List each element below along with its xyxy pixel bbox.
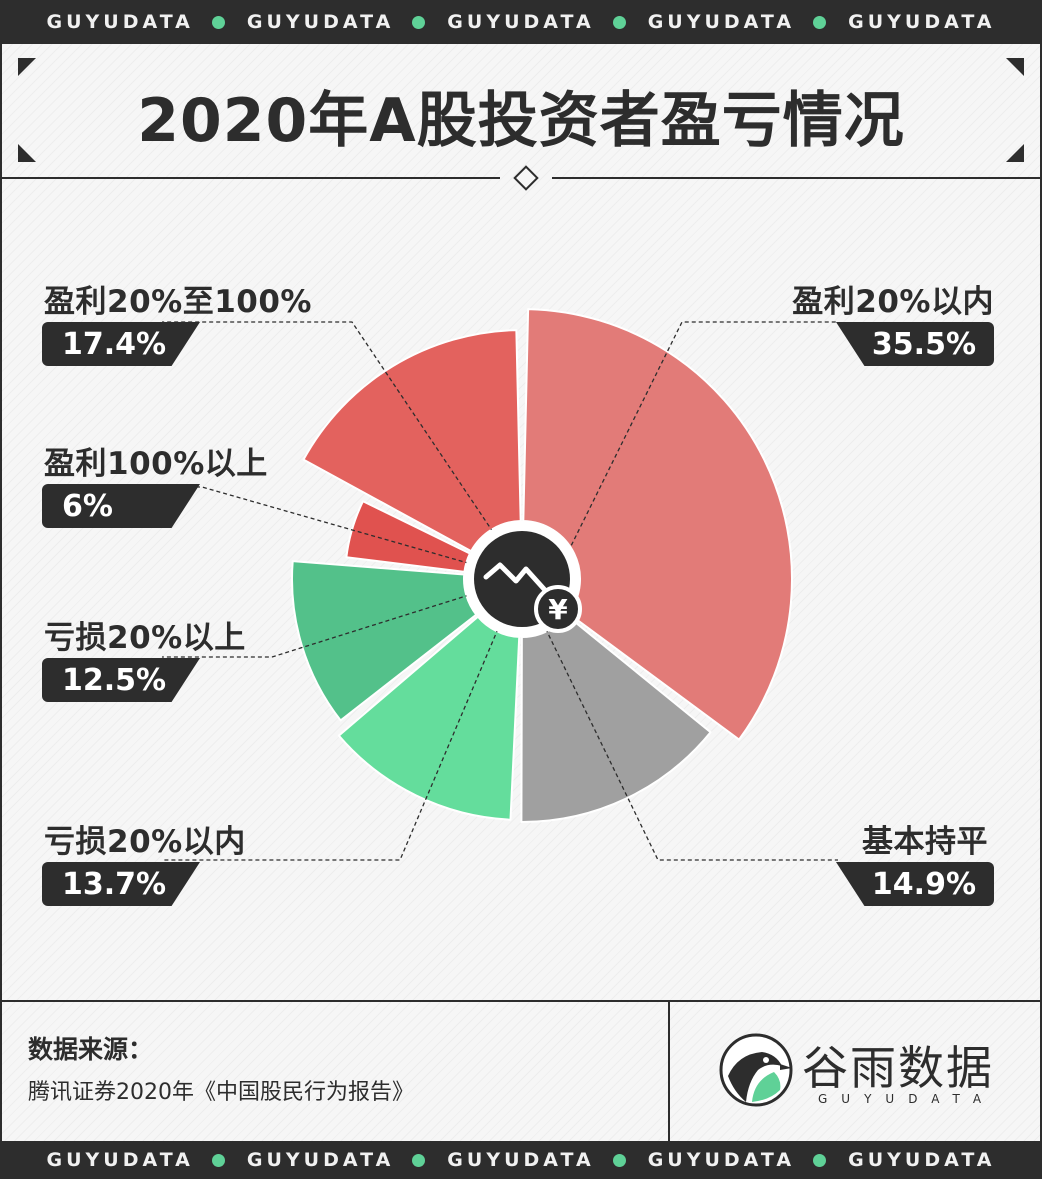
source-text: 腾讯证券2020年《中国股民行为报告》 [28, 1080, 414, 1105]
slice-value: 13.7% [62, 866, 167, 902]
band-item: GUYUDATA [447, 1149, 647, 1171]
bird-logo-icon [719, 1033, 793, 1107]
slice-label: 盈利20%至100% [44, 284, 312, 320]
band-word: GUYUDATA [246, 1149, 395, 1171]
band-word: GUYUDATA [46, 11, 194, 33]
footer-divider [668, 1002, 670, 1141]
slice-value-badge: 17.4% [42, 322, 200, 366]
dot-icon [211, 1153, 225, 1167]
band-item: GUYUDATA [46, 11, 246, 33]
pie-slice [302, 329, 522, 553]
band-word: GUYUDATA [46, 1149, 194, 1171]
band-item: GUYUDATA [447, 11, 647, 33]
leader-line [162, 592, 477, 658]
slice-label: 盈利100%以上 [44, 446, 268, 482]
bottom-brand-band: GUYUDATA GUYUDATA GUYUDATA GUYUDATA GUYUDATA [0, 1141, 1042, 1179]
band-word: GUYUDATA [848, 1149, 996, 1171]
top-brand-band: GUYUDATA GUYUDATA GUYUDATA GUYUDATA GUYUDATA [0, 0, 1042, 44]
slice-value: 6% [62, 488, 113, 524]
slice-value: 35.5% [871, 326, 976, 362]
dot-icon [612, 1153, 626, 1167]
band-word: GUYUDATA [246, 11, 395, 33]
corner-mark-icon [1006, 58, 1024, 76]
band-item: GUYUDATA [247, 1149, 447, 1171]
title-divider [2, 177, 500, 179]
dot-icon [412, 1153, 426, 1167]
slice-value: 12.5% [62, 662, 167, 698]
band-word: GUYUDATA [447, 1149, 595, 1171]
leader-line [162, 621, 502, 861]
slice-label: 基本持平 [862, 824, 988, 860]
slice-value-badge: 13.7% [42, 862, 200, 906]
slice-value: 14.9% [871, 866, 976, 902]
slice-label: 亏损20%以内 [44, 824, 246, 860]
slice-value-badge: 6% [42, 484, 200, 528]
band-item: GUYUDATA [648, 1149, 848, 1171]
corner-mark-icon [18, 58, 36, 76]
band-word: GUYUDATA [447, 11, 595, 33]
slice-value-badge: 35.5% [836, 322, 994, 366]
page-title: 2020年A股投资者盈亏情况 [137, 86, 905, 156]
infographic-card: 2020年A股投资者盈亏情况 ¥ 盈利20%至100% 17.4% 盈利100%… [2, 44, 1040, 1141]
dot-icon [813, 1153, 827, 1167]
band-word: GUYUDATA [647, 1149, 796, 1171]
band-item: GUYUDATA [247, 11, 447, 33]
slice-label: 亏损20%以上 [44, 620, 246, 656]
corner-mark-icon [18, 144, 36, 162]
dot-icon [612, 15, 626, 29]
stock-decline-yuan-icon: ¥ [464, 521, 582, 637]
corner-mark-icon [1006, 144, 1024, 162]
svg-text:¥: ¥ [548, 593, 568, 626]
band-item: GUYUDATA [848, 11, 995, 33]
band-word: GUYUDATA [647, 11, 796, 33]
title-divider [552, 177, 1040, 179]
dot-icon [813, 15, 827, 29]
band-word: GUYUDATA [848, 11, 996, 33]
band-item: GUYUDATA [46, 1149, 246, 1171]
pie-chart: ¥ [162, 308, 838, 861]
footer-divider [2, 1000, 1040, 1002]
leader-line [162, 321, 498, 539]
source-title: 数据来源： [28, 1035, 154, 1064]
slice-value-badge: 14.9% [836, 862, 994, 906]
brand-logo: 谷雨数据 GUYUDATA [718, 1032, 1018, 1112]
slice-value: 17.4% [62, 326, 167, 362]
slice-value-badge: 12.5% [42, 658, 200, 702]
slice-label: 盈利20%以内 [792, 284, 994, 320]
dot-icon [412, 15, 426, 29]
brand-name-cn: 谷雨数据 [802, 1041, 994, 1095]
band-item: GUYUDATA [648, 11, 848, 33]
dot-icon [211, 15, 225, 29]
leader-line [564, 321, 838, 559]
band-item: GUYUDATA [848, 1149, 995, 1171]
brand-name-en: GUYUDATA [818, 1092, 996, 1106]
